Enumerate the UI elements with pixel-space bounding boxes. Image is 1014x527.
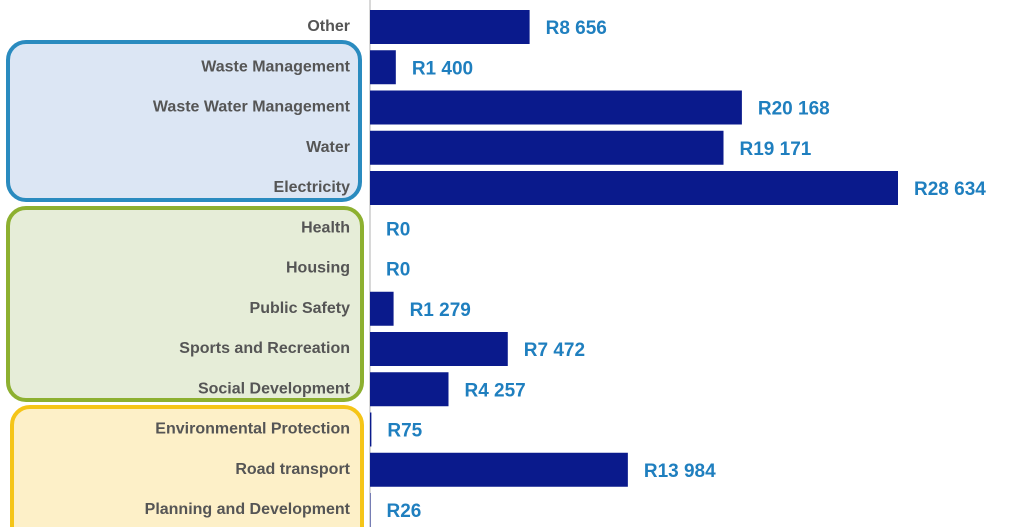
bar: [370, 171, 898, 205]
category-label: Road transport: [235, 461, 350, 478]
category-label: Electricity: [274, 179, 351, 196]
bar: [370, 412, 372, 447]
group-box: [10, 405, 364, 527]
value-label: R8 656: [546, 18, 607, 39]
category-label: Health: [301, 219, 350, 236]
category-label: Social Development: [198, 380, 351, 397]
category-label: Planning and Development: [145, 501, 351, 518]
bar: [370, 10, 530, 44]
group-box: [6, 40, 362, 202]
category-label: Water: [306, 139, 350, 156]
category-label: Sports and Recreation: [179, 340, 350, 357]
category-label: Public Safety: [250, 300, 351, 317]
category-label: Waste Management: [201, 58, 350, 75]
value-label: R7 472: [524, 340, 585, 361]
bar: [370, 332, 508, 366]
bar: [370, 50, 396, 85]
value-label: R1 400: [412, 58, 473, 79]
value-label: R13 984: [644, 461, 716, 482]
value-label: R26: [386, 501, 421, 522]
bar: [370, 452, 628, 487]
value-label: R4 257: [464, 380, 525, 401]
group-box: [6, 206, 364, 402]
bar: [370, 291, 394, 326]
value-label: R19 171: [740, 139, 812, 160]
value-label: R28 634: [914, 179, 986, 200]
bar: [370, 372, 449, 407]
category-label: Waste Water Management: [153, 99, 351, 116]
bar: [370, 90, 742, 125]
value-label: R0: [386, 260, 410, 281]
category-label: Environmental Protection: [155, 421, 350, 438]
value-label: R0: [386, 219, 410, 240]
value-label: R75: [387, 421, 422, 442]
value-label: R1 279: [410, 300, 471, 321]
bar: [370, 130, 724, 165]
category-label: Housing: [286, 260, 350, 277]
category-label: Other: [307, 18, 350, 35]
value-label: R20 168: [758, 99, 830, 120]
